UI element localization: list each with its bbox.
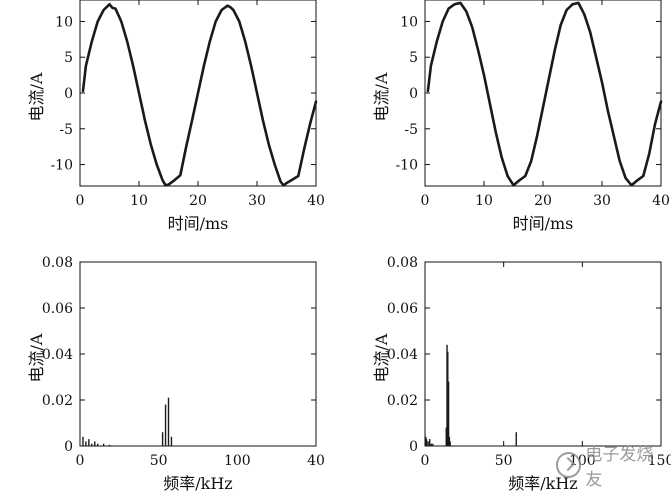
y-tick-label: 0.02 [42, 393, 73, 409]
x-tick-label: 30 [248, 193, 266, 209]
x-axis-label: 频率/kHz [508, 474, 577, 493]
y-axis-label: 电流/A [372, 333, 391, 382]
plot-current-time-right: -10 -5 0 5 10 0 10 20 30 40 时间/ms 电流/A [372, 0, 670, 233]
y-axis-label: 电流/A [27, 333, 46, 382]
x-tick-label: 0 [421, 453, 430, 469]
watermark-text: 电子发烧友 [585, 445, 654, 490]
y-tick-label: 0.04 [42, 347, 73, 363]
plot-frame [424, 261, 662, 447]
y-axis-label: 电流/A [372, 72, 391, 121]
y-tick-label: 10 [55, 14, 73, 30]
plot-spectrum-left: 0 0.02 0.04 0.06 0.08 0 50 100 40 频率/kHz 电流/A [27, 255, 325, 493]
plot-frame [424, 0, 662, 187]
y-tick-label: 0.06 [42, 301, 73, 317]
y-tick-label: 0 [64, 86, 73, 102]
y-tick-label: 0 [409, 86, 418, 102]
x-tick-label: 50 [150, 453, 168, 469]
x-tick-label: 40 [307, 193, 325, 209]
y-tick-label: -5 [59, 122, 73, 138]
x-tick-label: 0 [421, 193, 430, 209]
x-tick-label: 40 [652, 193, 670, 209]
y-tick-label: 0 [64, 439, 73, 455]
y-tick-label: 0 [409, 439, 418, 455]
x-tick-label: 50 [495, 453, 513, 469]
y-tick-label: 0.08 [42, 255, 73, 271]
y-tick-label: -10 [50, 158, 73, 174]
y-tick-label: 0.08 [387, 255, 418, 271]
elecfans-logo-icon [556, 452, 582, 478]
x-tick-label: 0 [76, 453, 85, 469]
plot-current-time-left: -10 -5 0 5 10 0 10 20 30 40 时间/ms 电流/A [27, 0, 325, 233]
x-tick-label: 100 [224, 453, 251, 469]
y-tick-label: 0.04 [387, 347, 418, 363]
y-axis-label: 电流/A [27, 72, 46, 121]
x-axis-label: 时间/ms [513, 214, 574, 233]
y-tick-label: 10 [400, 14, 418, 30]
x-tick-label: 0 [76, 193, 85, 209]
plot-frame [79, 261, 317, 447]
y-tick-label: -10 [395, 158, 418, 174]
x-tick-label: 20 [189, 193, 207, 209]
x-axis-label: 时间/ms [168, 214, 229, 233]
x-tick-label: 150 [648, 453, 671, 469]
watermark: 电子发烧友 [556, 445, 668, 490]
x-axis-label: 频率/kHz [163, 474, 232, 493]
y-tick-label: 5 [409, 50, 418, 66]
x-tick-label: 10 [130, 193, 148, 209]
x-tick-label: 20 [534, 193, 552, 209]
current-waveform-line [426, 1, 663, 187]
y-tick-label: 0.06 [387, 301, 418, 317]
y-tick-label: -5 [404, 122, 418, 138]
y-tick-label: 0.02 [387, 393, 418, 409]
x-tick-label: 30 [593, 193, 611, 209]
x-tick-label: 40 [307, 453, 325, 469]
current-waveform-line [81, 3, 318, 187]
x-tick-label: 10 [475, 193, 493, 209]
y-tick-label: 5 [64, 50, 73, 66]
